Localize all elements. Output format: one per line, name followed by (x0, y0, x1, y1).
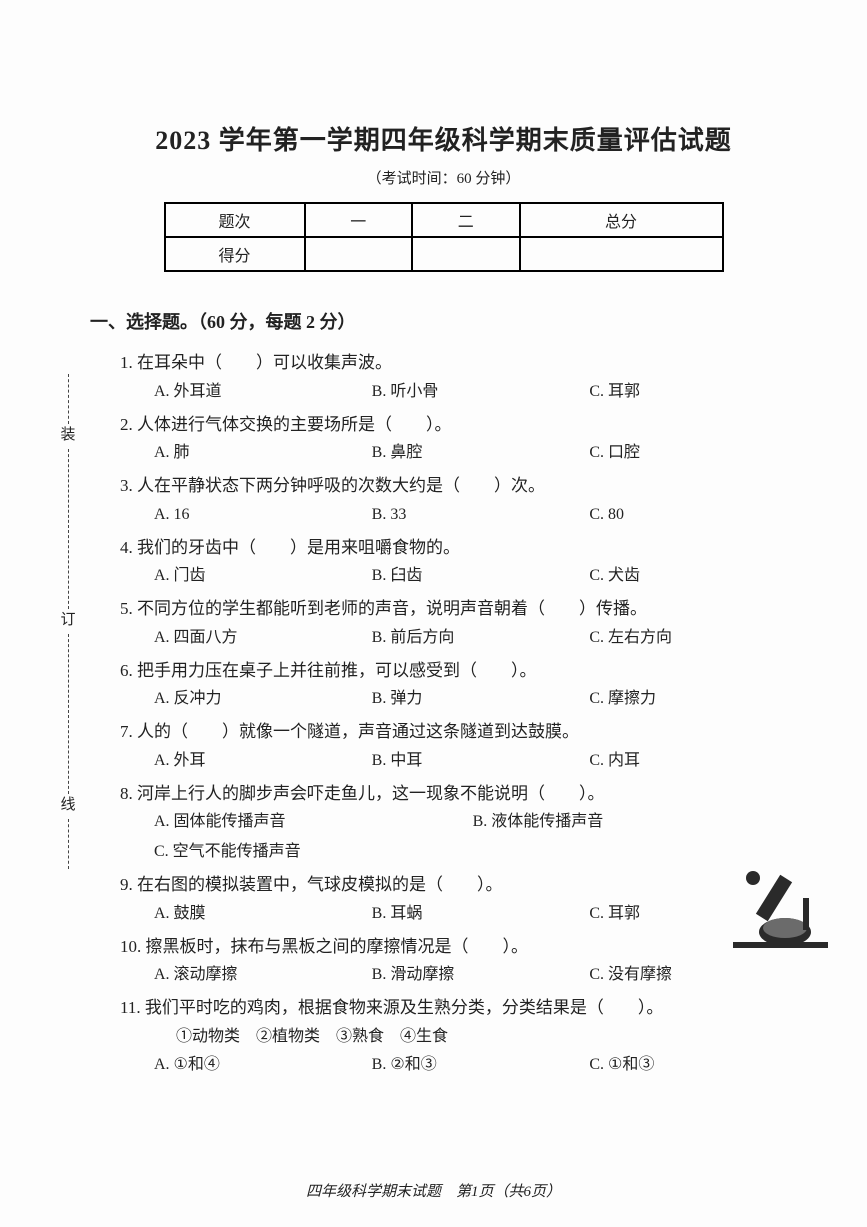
score-cell (305, 237, 413, 271)
score-cell (412, 237, 520, 271)
option: B. 鼻腔 (372, 441, 580, 465)
option: A. 四面八方 (154, 626, 362, 650)
option: C. 左右方向 (589, 626, 797, 650)
option: B. ②和③ (372, 1053, 580, 1077)
option: A. 反冲力 (154, 687, 362, 711)
question-list: 1. 在耳朵中（ ）可以收集声波。 A. 外耳道 B. 听小骨 C. 耳郭 2.… (90, 350, 797, 1077)
option: C. 80 (589, 503, 797, 527)
score-header: 一 (305, 203, 413, 237)
option: B. 中耳 (372, 749, 580, 773)
question-5: 5. 不同方位的学生都能听到老师的声音，说明声音朝着（ ）传播。 A. 四面八方… (120, 596, 797, 650)
question-9: 9. 在右图的模拟装置中，气球皮模拟的是（ ）。 A. 鼓膜 B. 耳蜗 C. … (120, 872, 797, 926)
question-4: 4. 我们的牙齿中（ ）是用来咀嚼食物的。 A. 门齿 B. 臼齿 C. 犬齿 (120, 535, 797, 589)
question-8: 8. 河岸上行人的脚步声会吓走鱼儿，这一现象不能说明（ ）。 A. 固体能传播声… (120, 781, 797, 865)
option: A. 滚动摩擦 (154, 963, 362, 987)
option: A. 门齿 (154, 564, 362, 588)
option: A. 鼓膜 (154, 902, 362, 926)
question-7: 7. 人的（ ）就像一个隧道，声音通过这条隧道到达鼓膜。 A. 外耳 B. 中耳… (120, 719, 797, 773)
option: C. 没有摩擦 (589, 963, 797, 987)
score-header: 题次 (165, 203, 305, 237)
option: B. 前后方向 (372, 626, 580, 650)
page-title: 2023 学年第一学期四年级科学期末质量评估试题 (90, 120, 797, 157)
option: B. 滑动摩擦 (372, 963, 580, 987)
exam-page: 2023 学年第一学期四年级科学期末质量评估试题 （考试时间：60 分钟） 题次… (0, 0, 867, 1125)
option: C. 犬齿 (589, 564, 797, 588)
option: A. 16 (154, 503, 362, 527)
option: B. 耳蜗 (372, 902, 580, 926)
question-3: 3. 人在平静状态下两分钟呼吸的次数大约是（ ）次。 A. 16 B. 33 C… (120, 473, 797, 527)
score-header: 二 (412, 203, 520, 237)
score-cell (520, 237, 723, 271)
option: C. 摩擦力 (589, 687, 797, 711)
score-row-label: 得分 (165, 237, 305, 271)
option: A. 固体能传播声音 (154, 810, 463, 834)
option: A. ①和④ (154, 1053, 362, 1077)
option: C. 口腔 (589, 441, 797, 465)
ear-model-figure-icon (723, 870, 833, 960)
option: C. 空气不能传播声音 (154, 840, 797, 864)
option: B. 臼齿 (372, 564, 580, 588)
option: A. 外耳道 (154, 380, 362, 404)
question-10: 10. 擦黑板时，抹布与黑板之间的摩擦情况是（ ）。 A. 滚动摩擦 B. 滑动… (120, 934, 797, 988)
option: A. 肺 (154, 441, 362, 465)
question-11: 11. 我们平时吃的鸡肉，根据食物来源及生熟分类，分类结果是（ ）。 ①动物类 … (120, 995, 797, 1077)
score-table: 题次 一 二 总分 得分 (164, 202, 724, 272)
option: C. 耳郭 (589, 380, 797, 404)
question-1: 1. 在耳朵中（ ）可以收集声波。 A. 外耳道 B. 听小骨 C. 耳郭 (120, 350, 797, 404)
question-6: 6. 把手用力压在桌子上并往前推，可以感受到（ ）。 A. 反冲力 B. 弹力 … (120, 658, 797, 712)
score-header: 总分 (520, 203, 723, 237)
option: C. ①和③ (589, 1053, 797, 1077)
option: A. 外耳 (154, 749, 362, 773)
exam-subtitle: （考试时间：60 分钟） (90, 167, 797, 188)
option: B. 听小骨 (372, 380, 580, 404)
option: B. 液体能传播声音 (473, 810, 782, 834)
question-subline: ①动物类 ②植物类 ③熟食 ④生食 (120, 1025, 797, 1049)
question-2: 2. 人体进行气体交换的主要场所是（ ）。 A. 肺 B. 鼻腔 C. 口腔 (120, 412, 797, 466)
option: C. 内耳 (589, 749, 797, 773)
section-heading: 一、选择题。（60 分，每题 2 分） (90, 308, 797, 334)
page-footer: 四年级科学期末试题 第1页（共6页） (0, 1180, 867, 1201)
option: B. 33 (372, 503, 580, 527)
option: B. 弹力 (372, 687, 580, 711)
